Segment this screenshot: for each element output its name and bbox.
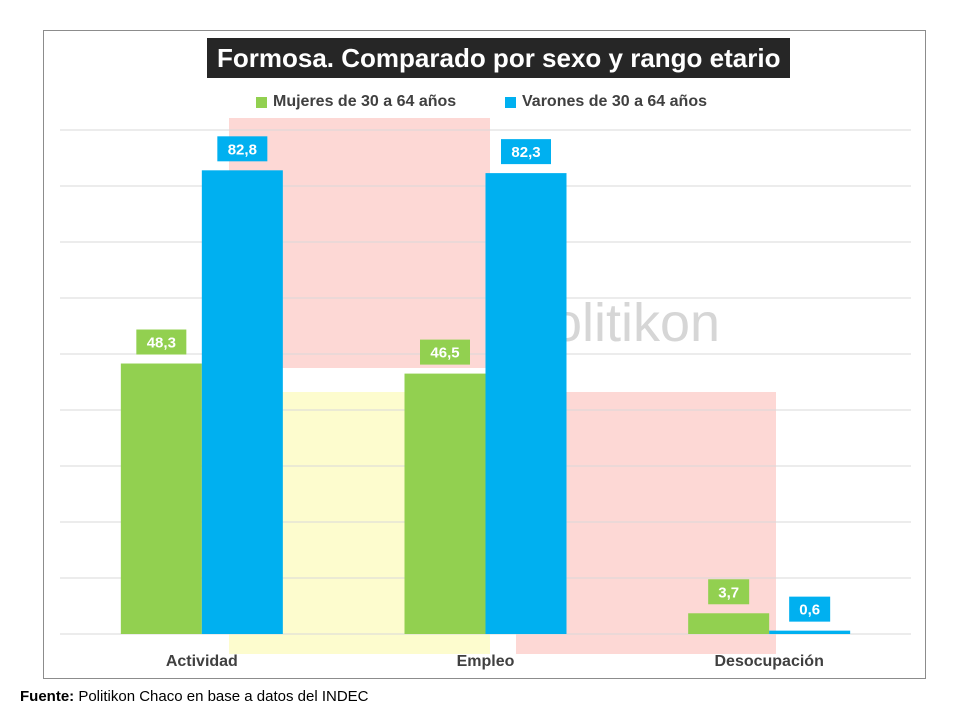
data-label-box: [501, 139, 551, 165]
data-label: 82,3: [511, 144, 540, 161]
bar-mujeres-1: [404, 373, 486, 634]
chart-title: Formosa. Comparado por sexo y rango etar…: [207, 38, 791, 78]
source-text: Politikon Chaco en base a datos del INDE…: [74, 688, 369, 705]
bar-varones-2: [769, 630, 851, 634]
bar-varones-1: [485, 173, 567, 634]
source-label: Fuente:: [20, 688, 75, 705]
bar-mujeres-0: [120, 363, 202, 634]
data-label-box: [708, 579, 750, 605]
x-tick-label: Empleo: [457, 653, 515, 670]
legend-item-varones: Varones de 30 a 64 años: [505, 92, 707, 112]
data-label: 3,7: [718, 584, 739, 601]
legend-item-mujeres: Mujeres de 30 a 64 años: [256, 92, 456, 112]
data-label: 0,6: [799, 602, 820, 619]
legend-label-mujeres: Mujeres de 30 a 64 años: [273, 93, 457, 110]
data-label: 48,3: [147, 335, 176, 352]
data-label-box: [420, 339, 470, 365]
bar-mujeres-2: [688, 613, 770, 634]
data-label: 82,8: [228, 141, 257, 158]
legend-swatch-mujeres: [256, 96, 267, 108]
data-label-box: [789, 596, 831, 622]
legend-label-varones: Varones de 30 a 64 años: [522, 93, 707, 110]
watermark-text: olitikon: [552, 293, 720, 353]
data-label-box: [217, 136, 268, 162]
source-note: Fuente: Politikon Chaco en base a datos …: [20, 688, 369, 705]
data-label: 46,5: [430, 345, 459, 362]
legend-swatch-varones: [505, 96, 516, 108]
x-tick-label: Desocupación: [714, 653, 823, 670]
x-tick-label: Actividad: [166, 653, 238, 670]
data-label-box: [136, 329, 187, 355]
x-axis-ticks: Actividad Empleo Desocupación: [166, 653, 824, 670]
legend: Mujeres de 30 a 64 años Varones de 30 a …: [0, 92, 960, 112]
bar-varones-0: [201, 170, 283, 634]
data-labels: 48,3 82,8 46,5 82,3 3,7 0,6: [136, 136, 831, 622]
bars: [120, 170, 851, 634]
